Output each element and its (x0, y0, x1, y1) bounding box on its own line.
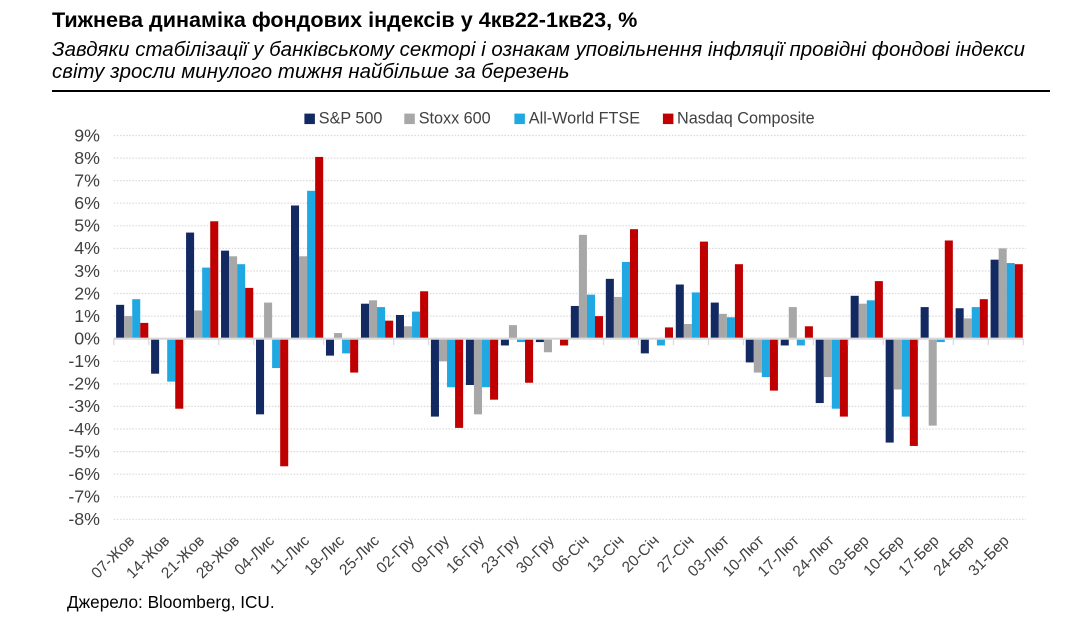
svg-text:9%: 9% (74, 125, 100, 145)
svg-text:3%: 3% (74, 261, 100, 281)
svg-text:6%: 6% (74, 193, 100, 213)
svg-text:4%: 4% (74, 238, 100, 258)
svg-text:-1%: -1% (68, 351, 100, 371)
svg-text:All-World FTSE: All-World FTSE (529, 109, 640, 127)
svg-text:7%: 7% (74, 170, 100, 190)
svg-text:-2%: -2% (68, 374, 100, 394)
svg-text:S&P 500: S&P 500 (319, 109, 383, 127)
svg-text:2%: 2% (74, 283, 100, 303)
svg-text:Stoxx 600: Stoxx 600 (419, 109, 491, 127)
svg-text:1%: 1% (74, 306, 100, 326)
svg-text:Nasdaq Composite: Nasdaq Composite (677, 109, 815, 127)
svg-text:-6%: -6% (68, 464, 100, 484)
svg-text:-8%: -8% (68, 509, 100, 529)
svg-text:-7%: -7% (68, 487, 100, 507)
svg-text:-5%: -5% (68, 441, 100, 461)
svg-text:0%: 0% (74, 329, 100, 349)
svg-text:-4%: -4% (68, 419, 100, 439)
svg-text:5%: 5% (74, 216, 100, 236)
svg-text:-3%: -3% (68, 396, 100, 416)
svg-text:8%: 8% (74, 148, 100, 168)
